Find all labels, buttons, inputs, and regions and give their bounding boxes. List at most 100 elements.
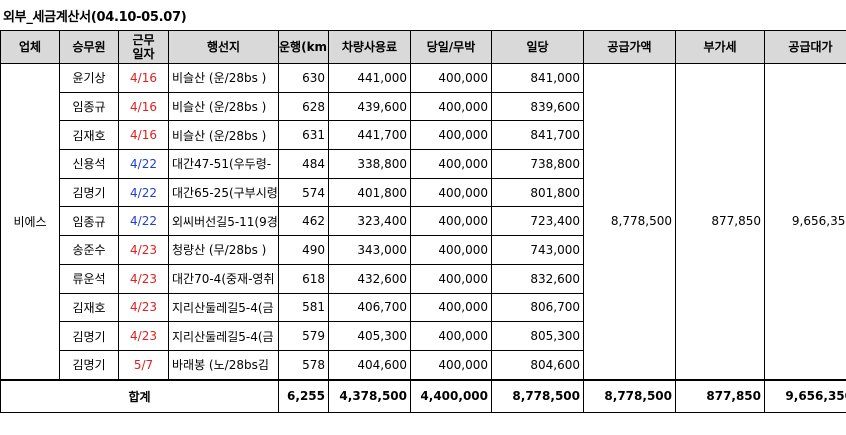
header-total-amount[interactable]: 공급대가 [764,30,846,64]
header-distance[interactable]: 운행(km) [278,30,329,64]
header-company[interactable]: 업체 [0,30,60,64]
allowance-cell[interactable]: 841,000 [491,63,584,93]
destination-cell[interactable]: 대간70-4(중재-영취 [168,263,279,294]
header-vat[interactable]: 부가세 [675,30,765,64]
vehicle-fee-cell[interactable]: 432,600 [328,263,411,294]
work-date-cell[interactable]: 4/22 [118,149,169,179]
crew-cell[interactable]: 송준수 [59,235,119,265]
allowance-cell[interactable]: 841,700 [491,120,584,151]
crew-cell[interactable]: 김명기 [59,321,119,351]
distance-cell[interactable]: 628 [278,91,329,122]
distance-cell[interactable]: 462 [278,206,329,237]
crew-cell[interactable]: 임종규 [59,206,119,237]
work-date-cell[interactable]: 4/16 [118,120,169,151]
vehicle-fee-cell[interactable]: 441,700 [328,120,411,151]
destination-cell[interactable]: 외씨버선길5-11(9경 [168,206,279,237]
crew-cell[interactable]: 김명기 [59,177,119,208]
distance-cell[interactable]: 579 [278,321,329,351]
daytrip-cell[interactable]: 400,000 [410,263,492,294]
crew-cell[interactable]: 류운석 [59,263,119,294]
daytrip-cell[interactable]: 400,000 [410,177,492,208]
total-km[interactable]: 6,255 [278,378,329,413]
allowance-cell[interactable]: 806,700 [491,292,584,323]
work-date-cell[interactable]: 4/23 [118,235,169,265]
total-fee[interactable]: 4,378,500 [328,378,411,413]
destination-cell[interactable]: 대간65-25(구부시령 [168,177,279,208]
total-daily[interactable]: 4,400,000 [410,378,492,413]
allowance-cell[interactable]: 723,400 [491,206,584,237]
vehicle-fee-cell[interactable]: 343,000 [328,235,411,265]
allowance-cell[interactable]: 738,800 [491,149,584,179]
destination-cell[interactable]: 비슬산 (운/28bs ) [168,91,279,122]
destination-cell[interactable]: 청량산 (무/28bs ) [168,235,279,265]
distance-cell[interactable]: 484 [278,149,329,179]
allowance-cell[interactable]: 839,600 [491,91,584,122]
destination-cell[interactable]: 비슬산 (운/28bs ) [168,120,279,151]
vehicle-fee-cell[interactable]: 406,700 [328,292,411,323]
crew-cell[interactable]: 김재호 [59,292,119,323]
work-date-cell[interactable]: 4/23 [118,321,169,351]
header-daytrip[interactable]: 당일/무박 [410,30,492,64]
distance-cell[interactable]: 574 [278,177,329,208]
allowance-cell[interactable]: 743,000 [491,235,584,265]
work-date-cell[interactable]: 4/16 [118,91,169,122]
total-grand[interactable]: 9,656,350 [764,378,846,413]
distance-cell[interactable]: 630 [278,63,329,93]
allowance-cell[interactable]: 805,300 [491,321,584,351]
crew-cell[interactable]: 신용석 [59,149,119,179]
crew-cell[interactable]: 윤기상 [59,63,119,93]
daytrip-cell[interactable]: 400,000 [410,149,492,179]
total-allowance[interactable]: 8,778,500 [491,378,584,413]
vehicle-fee-cell[interactable]: 401,800 [328,177,411,208]
work-date-cell[interactable]: 4/22 [118,177,169,208]
vat-cell[interactable]: 877,850 [675,62,765,381]
daytrip-cell[interactable]: 400,000 [410,349,492,381]
crew-cell[interactable]: 김재호 [59,120,119,151]
company-cell[interactable]: 비에스 [0,62,60,381]
header-supply-amount[interactable]: 공급가액 [583,30,676,64]
vehicle-fee-cell[interactable]: 441,000 [328,63,411,93]
work-date-cell[interactable]: 5/7 [118,349,169,381]
vehicle-fee-cell[interactable]: 439,600 [328,91,411,122]
allowance-cell[interactable]: 801,800 [491,177,584,208]
daytrip-cell[interactable]: 400,000 [410,63,492,93]
vehicle-fee-cell[interactable]: 405,300 [328,321,411,351]
distance-cell[interactable]: 581 [278,292,329,323]
work-date-cell[interactable]: 4/23 [118,263,169,294]
header-allowance[interactable]: 일당 [491,30,584,64]
destination-cell[interactable]: 지리산둘레길5-4(금 [168,292,279,323]
total-amount-cell[interactable]: 9,656,350 [764,62,846,381]
crew-cell[interactable]: 임종규 [59,91,119,122]
vehicle-fee-cell[interactable]: 323,400 [328,206,411,237]
destination-cell[interactable]: 대간47-51(우두령- [168,149,279,179]
header-crew[interactable]: 승무원 [59,30,119,64]
daytrip-cell[interactable]: 400,000 [410,120,492,151]
work-date-cell[interactable]: 4/16 [118,63,169,93]
work-date-cell[interactable]: 4/23 [118,292,169,323]
destination-cell[interactable]: 비슬산 (운/28bs ) [168,63,279,93]
supply-amount-cell[interactable]: 8,778,500 [583,62,676,381]
vehicle-fee-cell[interactable]: 338,800 [328,149,411,179]
distance-cell[interactable]: 631 [278,120,329,151]
daytrip-cell[interactable]: 400,000 [410,292,492,323]
work-date-cell[interactable]: 4/22 [118,206,169,237]
daytrip-cell[interactable]: 400,000 [410,235,492,265]
daytrip-cell[interactable]: 400,000 [410,91,492,122]
total-label[interactable]: 합계 [0,378,279,413]
header-work-date[interactable]: 근무 일자 [118,30,169,64]
distance-cell[interactable]: 578 [278,349,329,381]
distance-cell[interactable]: 618 [278,263,329,294]
daytrip-cell[interactable]: 400,000 [410,206,492,237]
header-destination[interactable]: 행선지 [168,30,279,64]
allowance-cell[interactable]: 804,600 [491,349,584,381]
destination-cell[interactable]: 지리산둘레길5-4(금 [168,321,279,351]
distance-cell[interactable]: 490 [278,235,329,265]
destination-cell[interactable]: 바래봉 (노/28bs김 [168,349,279,381]
crew-cell[interactable]: 김명기 [59,349,119,381]
total-vat[interactable]: 877,850 [675,378,765,413]
header-vehicle-fee[interactable]: 차량사용료 [328,30,411,64]
allowance-cell[interactable]: 832,600 [491,263,584,294]
total-supply[interactable]: 8,778,500 [583,378,676,413]
daytrip-cell[interactable]: 400,000 [410,321,492,351]
vehicle-fee-cell[interactable]: 404,600 [328,349,411,381]
